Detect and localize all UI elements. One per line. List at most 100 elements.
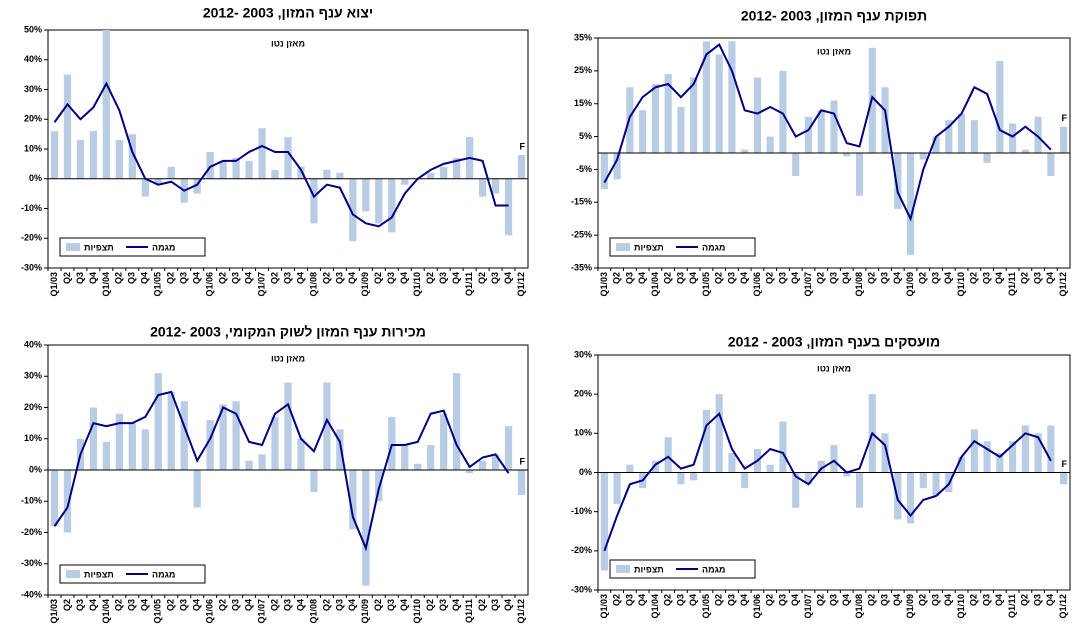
chart-title: יצוא ענף המזון, 2003 -2012 [203,5,373,21]
bar [388,178,396,233]
y-tick-label: 25% [574,65,592,75]
inner-label: מאזן נטו [817,363,851,373]
chart-title: תפוקת ענף המזון, 2003 -2012 [741,8,927,24]
bar [702,41,711,153]
bar [779,421,787,473]
bar [1060,126,1068,153]
x-tick-label: Q1/05 [153,599,163,624]
bar [843,472,851,477]
bar [427,172,435,179]
y-tick-label: -10% [571,506,592,516]
x-tick-label: Q2 [62,272,72,284]
bar [753,77,762,153]
trend-line [603,411,1052,552]
bar [271,169,279,179]
x-tick-label: Q4 [739,272,749,284]
x-tick-label: Q4 [841,594,851,606]
x-tick-label: Q3 [879,272,889,284]
x-tick-label: Q4 [892,272,902,284]
x-tick-label: Q3 [490,272,500,284]
x-tick-label: Q4 [243,599,253,611]
x-tick-label: Q2 [765,594,775,606]
legend-label: תצפיות [84,242,114,252]
x-tick-label: Q3 [75,272,85,284]
x-tick-label: Q4 [688,272,698,284]
bar [855,153,864,196]
y-tick-label: -10% [21,496,42,506]
x-tick-label: Q1/09 [905,272,915,297]
x-tick-label: Q4 [943,594,953,606]
x-tick-label: Q1/07 [256,272,266,297]
x-tick-label: Q3 [386,599,396,611]
x-tick-label: Q1/05 [701,594,711,619]
bar [258,128,266,179]
x-tick-label: Q4 [399,272,409,284]
bar [702,409,711,473]
bar [102,441,111,470]
y-tick-label: -25% [571,230,592,240]
bar [297,166,305,179]
x-tick-label: Q2 [867,272,877,284]
x-tick-label: Q3 [1032,272,1042,284]
bar [741,149,749,153]
x-tick-label: Q1/03 [49,599,59,624]
y-tick-label: -30% [21,262,42,272]
bar [245,160,253,179]
legend-label: מגמה [702,242,725,252]
x-tick-label: Q3 [624,594,634,606]
bar [1047,425,1055,473]
legend-label: מגמה [152,569,175,579]
y-tick-label: 5% [579,131,592,141]
bar [154,373,162,470]
x-tick-label: Q1/03 [599,594,609,619]
y-tick-label: 10% [24,433,42,443]
bar [1034,116,1042,153]
x-tick-label: Q1/12 [516,599,526,624]
bar [906,472,915,524]
bar [219,160,227,179]
x-tick-label: Q1/09 [360,272,370,297]
x-tick-label: Q3 [930,272,940,284]
y-tick-label: 0% [579,467,592,477]
x-tick-label: Q1/06 [752,594,762,619]
x-tick-label: Q2 [1020,594,1030,606]
legend-label: תצפיות [634,242,664,252]
x-tick-label: Q4 [994,594,1004,606]
bar [613,153,621,180]
x-tick-label: Q3 [282,599,292,611]
y-tick-label: 30% [574,349,592,359]
y-tick-label: -30% [21,558,42,568]
x-tick-label: Q1/11 [1007,272,1017,296]
x-tick-label: Q3 [726,594,736,606]
chart-title: מועסקים בענף המזון, 2003 - 2012 [728,334,940,350]
bar [1021,149,1029,153]
y-tick-label: 10% [24,143,42,153]
bar [881,87,889,153]
x-tick-label: Q2 [269,599,279,611]
bar [504,178,513,236]
x-tick-label: Q4 [347,272,357,284]
x-tick-label: Q4 [295,272,305,284]
bar [310,178,318,224]
inner-label: מאזן נטו [817,46,851,56]
x-tick-label: Q1/06 [752,272,762,297]
x-tick-label: Q2 [269,272,279,284]
bar [232,401,240,470]
forecast-label: F [1062,113,1068,123]
x-tick-label: Q4 [451,272,461,284]
x-tick-label: Q4 [192,599,202,611]
x-tick-label: Q4 [192,272,202,284]
bar [401,445,409,470]
bar [664,74,672,153]
bar [830,100,838,153]
bar [478,178,487,197]
bar [996,452,1004,473]
x-tick-label: Q3 [675,594,685,606]
bar [491,454,500,470]
bar [167,391,175,470]
x-tick-label: Q1/12 [1058,594,1068,619]
bar [766,464,774,473]
y-tick-label: 50% [24,24,42,34]
y-tick-label: 0% [29,464,42,474]
